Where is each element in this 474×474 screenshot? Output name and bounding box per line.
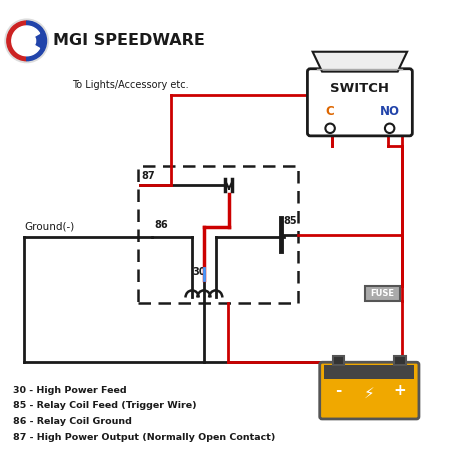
Text: 86 - Relay Coil Ground: 86 - Relay Coil Ground <box>12 417 131 426</box>
FancyBboxPatch shape <box>319 362 419 419</box>
Text: MGI SPEEDWARE: MGI SPEEDWARE <box>53 33 205 48</box>
Text: 87: 87 <box>142 171 155 181</box>
Text: -: - <box>336 383 342 398</box>
Bar <box>365 286 400 301</box>
Bar <box>333 356 344 365</box>
Text: 86: 86 <box>155 220 168 230</box>
Circle shape <box>325 124 335 133</box>
Text: To Lights/Accessory etc.: To Lights/Accessory etc. <box>72 80 188 90</box>
Bar <box>138 166 299 303</box>
Text: FUSE: FUSE <box>370 289 394 298</box>
Text: NO: NO <box>380 105 400 118</box>
Text: 30: 30 <box>192 267 206 277</box>
Text: 87 - High Power Output (Normally Open Contact): 87 - High Power Output (Normally Open Co… <box>12 433 275 442</box>
Bar <box>324 365 414 379</box>
FancyBboxPatch shape <box>308 69 412 136</box>
Polygon shape <box>313 52 407 72</box>
Circle shape <box>18 32 36 50</box>
Text: ⚡: ⚡ <box>364 386 375 401</box>
Text: 85 - Relay Coil Feed (Trigger Wire): 85 - Relay Coil Feed (Trigger Wire) <box>12 401 196 410</box>
Text: 30 - High Power Feed: 30 - High Power Feed <box>12 386 126 395</box>
Wedge shape <box>27 21 46 61</box>
Circle shape <box>385 124 394 133</box>
Text: C: C <box>326 105 335 118</box>
Text: 85: 85 <box>283 216 297 226</box>
Text: SWITCH: SWITCH <box>330 82 389 95</box>
Text: +: + <box>394 383 406 398</box>
Circle shape <box>5 19 48 63</box>
Bar <box>394 356 406 365</box>
Wedge shape <box>12 26 40 56</box>
Wedge shape <box>7 21 27 61</box>
Text: Ground(-): Ground(-) <box>24 221 74 231</box>
